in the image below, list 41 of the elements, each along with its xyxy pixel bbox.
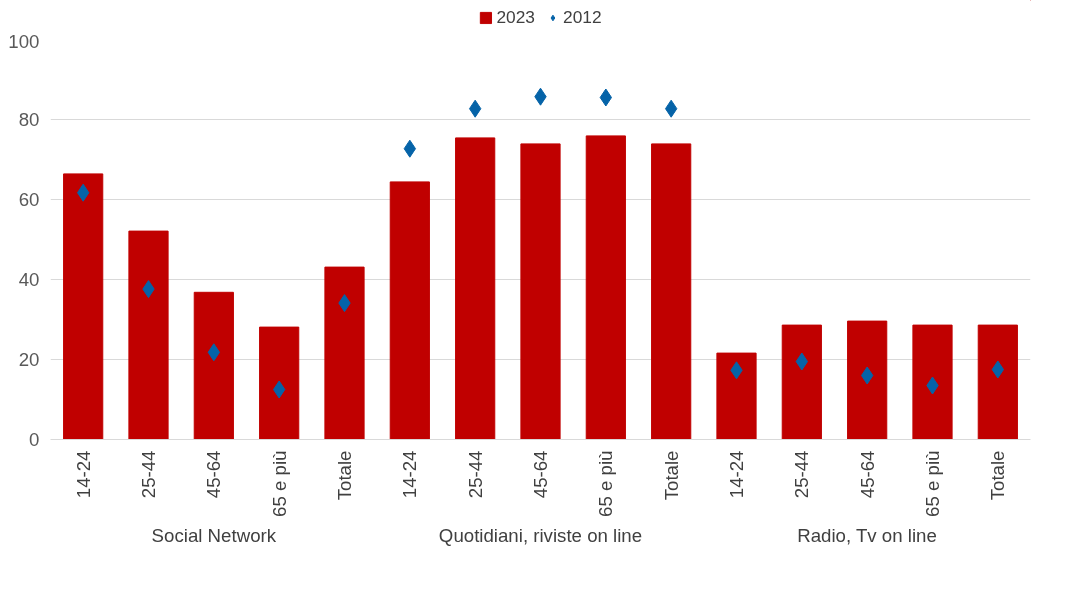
x-tick-label: Totale	[660, 450, 682, 501]
y-tick-label: 0	[29, 429, 40, 450]
bar	[63, 173, 104, 440]
bar	[324, 266, 365, 440]
x-tick-label: 25-44	[138, 450, 159, 499]
bar	[585, 135, 626, 440]
y-tick-label: 40	[18, 269, 40, 290]
y-tick-label: 80	[18, 109, 40, 130]
y-tick-label: 60	[18, 189, 40, 210]
x-tick-label: 65 e più	[922, 450, 943, 517]
bar	[520, 143, 561, 440]
bar	[259, 326, 300, 440]
y-tick-label: 20	[18, 349, 40, 370]
x-tick-label: 14-24	[726, 450, 747, 499]
x-tick-label: 45-64	[530, 450, 551, 499]
bar	[781, 324, 822, 440]
text: Radio, Tv on line	[797, 525, 937, 546]
bar	[455, 137, 496, 440]
legend-label: 2012	[563, 6, 602, 28]
x-tick-label: Totale	[334, 450, 355, 501]
x-tick-label: 65 e più	[268, 450, 290, 517]
x-tick-label: 45-64	[203, 450, 225, 499]
bar	[847, 320, 888, 440]
bar	[912, 324, 953, 440]
x-tick-label: 45-64	[856, 450, 878, 499]
text: Social Network	[151, 525, 277, 546]
bar	[716, 352, 757, 440]
bar	[651, 143, 692, 440]
bar	[128, 230, 169, 440]
x-tick-label: 14-24	[399, 450, 421, 499]
x-tick-label: Totale	[987, 450, 1009, 501]
bar	[977, 324, 1018, 440]
x-tick-label: 25-44	[464, 450, 486, 499]
y-tick-label: 100	[8, 30, 40, 52]
bar	[193, 291, 234, 440]
bar	[389, 181, 430, 440]
x-tick-label: 65 e più	[595, 450, 617, 517]
text: Quotidiani, riviste on line	[438, 525, 643, 546]
legend-label: 2023	[496, 6, 535, 28]
x-tick-label: 25-44	[791, 450, 813, 499]
x-tick-label: 14-24	[72, 450, 94, 499]
